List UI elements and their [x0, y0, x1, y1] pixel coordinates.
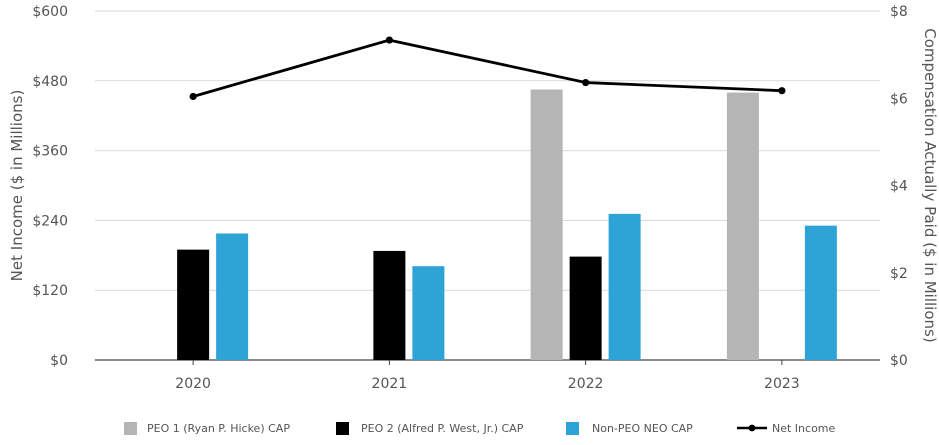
- y-right-tick-label: $6: [890, 91, 908, 107]
- net-income-point-2023: [778, 87, 786, 95]
- y-right-axis-title: Compensation Actually Paid ($ in Million…: [921, 28, 939, 342]
- gridlines: [95, 10, 880, 361]
- y-left-tick-label: $600: [32, 4, 68, 20]
- bar-peo-2-alfred-p-west-jr-cap-2020: [177, 249, 210, 360]
- legend-label: PEO 1 (Ryan P. Hicke) CAP: [147, 422, 290, 435]
- x-tick-label: 2023: [764, 376, 800, 392]
- legend-swatch: [336, 422, 349, 435]
- x-tick-label: 2022: [568, 376, 604, 392]
- x-tick-label: 2021: [372, 376, 408, 392]
- bar-non-peo-neo-cap-2023: [804, 225, 837, 360]
- y-left-tick-label: $0: [50, 353, 68, 369]
- bars: [177, 89, 837, 361]
- y-right-tick-label: $8: [890, 4, 908, 20]
- net-income-point-2021: [385, 36, 393, 44]
- y-right-tick-label: $0: [890, 353, 908, 369]
- legend-swatch: [124, 422, 137, 435]
- bar-peo-2-alfred-p-west-jr-cap-2021: [373, 250, 406, 360]
- y-left-tick-label: $360: [32, 144, 68, 160]
- legend-label: Non-PEO NEO CAP: [592, 422, 693, 435]
- net-income-line-layer: [189, 36, 786, 101]
- legend-swatch: [566, 422, 579, 435]
- legend-label: Net Income: [772, 422, 836, 435]
- bar-non-peo-neo-cap-2020: [216, 233, 249, 360]
- y-right-tick-label: $4: [890, 179, 908, 195]
- bar-peo-1-ryan-p-hicke-cap-2022: [530, 89, 563, 361]
- x-tick-label: 2020: [175, 376, 211, 392]
- y-left-axis-title: Net Income ($ in Millions): [8, 90, 26, 282]
- legend-label: PEO 2 (Alfred P. West, Jr.) CAP: [361, 422, 524, 435]
- bar-non-peo-neo-cap-2021: [412, 266, 445, 360]
- bar-non-peo-neo-cap-2022: [608, 213, 641, 360]
- bar-peo-1-ryan-p-hicke-cap-2023: [726, 92, 759, 361]
- axes: $0 $120 $240 $360 $480 $600 $0 $2 $4 $6 $8 2020 2021…: [8, 4, 939, 392]
- y-left-tick-label: $240: [32, 213, 68, 229]
- bar-peo-2-alfred-p-west-jr-cap-2022: [569, 256, 602, 360]
- net-income-point-2020: [189, 92, 197, 101]
- net-income-line: [192, 38, 782, 98]
- net-income-point-2022: [582, 78, 590, 87]
- y-right-tick-label: $2: [890, 266, 908, 282]
- y-left-tick-label: $120: [32, 283, 68, 299]
- y-left-tick-label: $480: [32, 74, 68, 90]
- legend: PEO 1 (Ryan P. Hicke) CAP PEO 2 (Alfred P…: [124, 422, 836, 435]
- legend-line-marker: [748, 424, 756, 432]
